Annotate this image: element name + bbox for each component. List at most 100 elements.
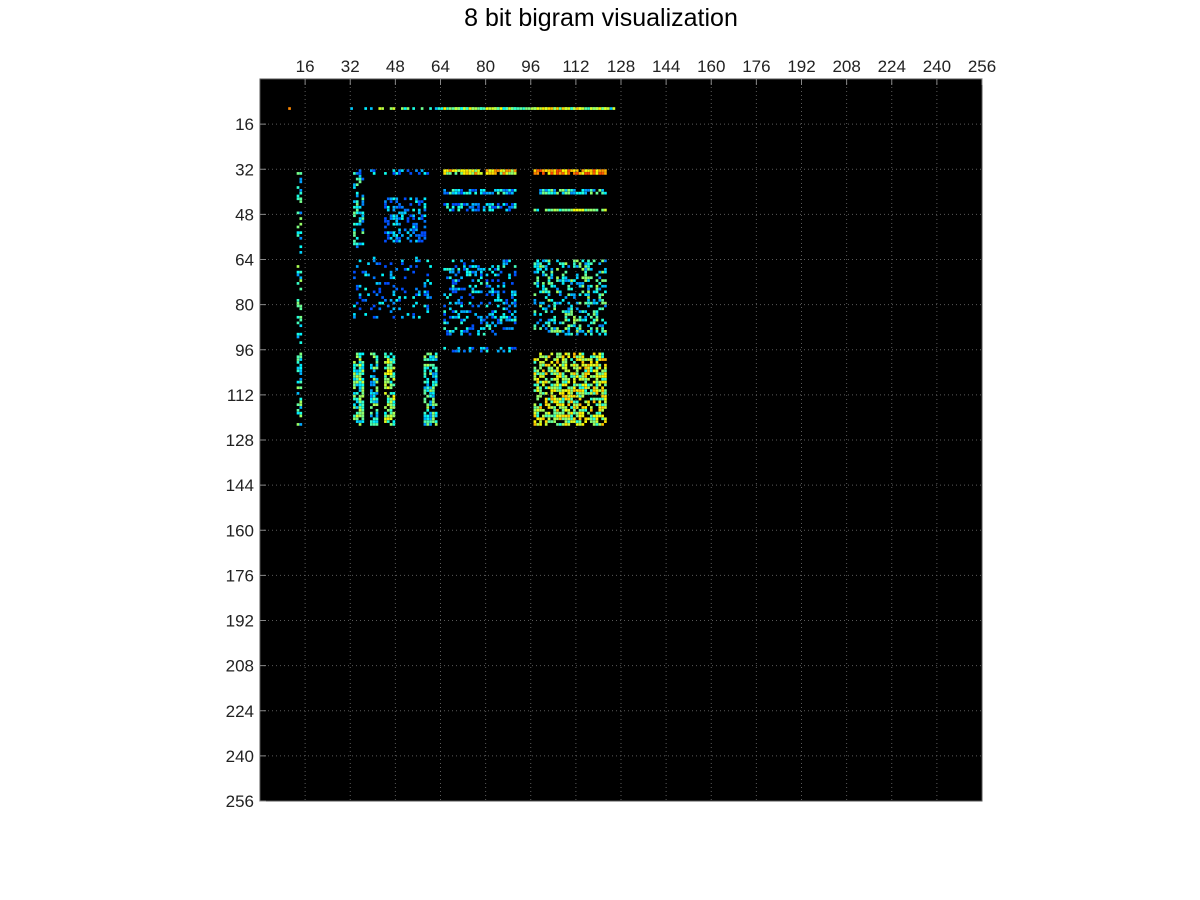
heatmap-cell-579 xyxy=(392,301,396,305)
heatmap-cell-1483 xyxy=(584,406,588,409)
heatmap-cell-1458 xyxy=(581,375,585,378)
heatmap-cell-559 xyxy=(378,301,382,305)
heatmap-cell-95 xyxy=(584,107,588,110)
heatmap-cell-178 xyxy=(578,172,582,175)
heatmap-cell-435 xyxy=(392,205,396,209)
heatmap-cell-1016 xyxy=(575,276,579,280)
heatmap-cell-745 xyxy=(479,276,483,280)
heatmap-cell-895 xyxy=(542,307,545,311)
heatmap-cell-1709 xyxy=(372,383,376,387)
heatmap-cell-486 xyxy=(412,225,415,229)
heatmap-cell-1771 xyxy=(389,352,393,356)
heatmap-cell-742 xyxy=(479,267,483,271)
heatmap-cell-288 xyxy=(463,203,466,206)
heatmap-cell-461 xyxy=(398,239,401,243)
heatmap-cell-1153 xyxy=(496,349,500,353)
heatmap-cell-1332 xyxy=(561,392,565,395)
heatmap-cell-1273 xyxy=(553,389,556,392)
heatmap-cell-145 xyxy=(511,169,514,172)
heatmap-cell-647 xyxy=(448,276,452,280)
heatmap-cell-1960 xyxy=(299,377,303,381)
heatmap-cell-279 xyxy=(451,203,455,206)
heatmap-cell-1154 xyxy=(499,346,503,350)
heatmap-cell-223 xyxy=(494,188,497,192)
heatmap-cell-886 xyxy=(542,259,545,263)
heatmap-cell-1324 xyxy=(561,363,565,367)
heatmap-cell-1864 xyxy=(432,363,435,367)
heatmap-cell-5 xyxy=(389,107,393,110)
heatmap-cell-934 xyxy=(553,304,556,308)
heatmap-cell-1263 xyxy=(550,406,554,409)
heatmap-cell-305 xyxy=(488,208,492,212)
heatmap-cell-384 xyxy=(361,194,365,198)
heatmap-cell-1590 xyxy=(604,363,607,367)
heatmap-cell-383 xyxy=(361,177,365,181)
heatmap-cell-97 xyxy=(589,107,593,110)
heatmap-cell-1292 xyxy=(556,380,559,384)
heatmap-cell-1350 xyxy=(564,377,568,381)
heatmap-cell-396 xyxy=(372,169,376,172)
heatmap-cell-1823 xyxy=(423,411,427,415)
heatmap-cell-1597 xyxy=(604,383,607,387)
heatmap-cell-980 xyxy=(567,279,571,282)
heatmap-cell-915 xyxy=(547,298,551,302)
heatmap-cell-243 xyxy=(547,191,551,195)
heatmap-cell-1309 xyxy=(558,383,562,387)
heatmap-cell-1433 xyxy=(578,352,582,356)
heatmap-cell-1777 xyxy=(389,372,393,375)
heatmap-cell-236 xyxy=(539,188,542,192)
heatmap-cell-633 xyxy=(443,304,446,308)
heatmap-cell-1182 xyxy=(536,386,540,390)
heatmap-cell-455 xyxy=(398,211,401,215)
heatmap-cell-1393 xyxy=(570,417,573,421)
heatmap-cell-346 xyxy=(353,183,356,187)
heatmap-cell-821 xyxy=(505,262,509,265)
heatmap-cell-1724 xyxy=(375,380,379,384)
heatmap-cell-624 xyxy=(426,296,430,299)
heatmap-cell-315 xyxy=(505,208,509,212)
heatmap-cell-680 xyxy=(457,298,461,302)
heatmap-cell-227 xyxy=(502,188,506,192)
heatmap-cell-1813 xyxy=(423,366,427,370)
heatmap-cell-303 xyxy=(488,203,492,206)
heatmap-cell-167 xyxy=(561,169,565,172)
heatmap-cell-349 xyxy=(353,205,356,209)
heatmap-cell-1028 xyxy=(578,293,582,297)
heatmap-cell-1096 xyxy=(595,287,599,291)
heatmap-cell-1706 xyxy=(372,375,376,378)
heatmap-cell-1757 xyxy=(386,366,390,370)
heatmap-cell-1033 xyxy=(578,324,582,328)
heatmap-cell-263 xyxy=(581,191,585,195)
heatmap-cell-1339 xyxy=(561,411,565,415)
heatmap-cell-616 xyxy=(423,290,427,294)
heatmap-cell-1504 xyxy=(589,366,593,370)
heatmap-cell-1414 xyxy=(573,420,576,423)
heatmap-cell-1785 xyxy=(389,403,393,407)
heatmap-cell-752 xyxy=(479,327,483,330)
heatmap-cell-1223 xyxy=(544,358,548,361)
heatmap-cell-1797 xyxy=(392,375,396,378)
heatmap-cell-1820 xyxy=(423,392,427,395)
heatmap-cell-536 xyxy=(364,270,368,274)
heatmap-cell-1636 xyxy=(355,406,359,409)
heatmap-cell-1941 xyxy=(299,251,303,254)
heatmap-cell-1566 xyxy=(598,408,602,412)
heatmap-cell-507 xyxy=(420,231,424,234)
heatmap-cell-1137 xyxy=(604,330,607,333)
heatmap-cell-480 xyxy=(409,234,413,237)
heatmap-cell-550 xyxy=(372,315,376,319)
heatmap-cell-1272 xyxy=(553,386,556,390)
heatmap-cell-1498 xyxy=(587,411,590,415)
heatmap-cell-858 xyxy=(533,270,537,274)
heatmap-cell-516 xyxy=(423,225,427,229)
heatmap-cell-581 xyxy=(392,315,396,319)
heatmap-cell-1827 xyxy=(423,423,427,426)
heatmap-cell-1851 xyxy=(429,386,432,390)
heatmap-cell-1386 xyxy=(570,392,573,395)
heatmap-cell-1502 xyxy=(589,361,593,364)
heatmap-cell-294 xyxy=(471,208,475,212)
heatmap-cell-769 xyxy=(488,301,492,305)
heatmap-cell-1214 xyxy=(542,372,545,375)
heatmap-cell-1604 xyxy=(604,406,607,409)
heatmap-cell-1157 xyxy=(508,349,511,353)
